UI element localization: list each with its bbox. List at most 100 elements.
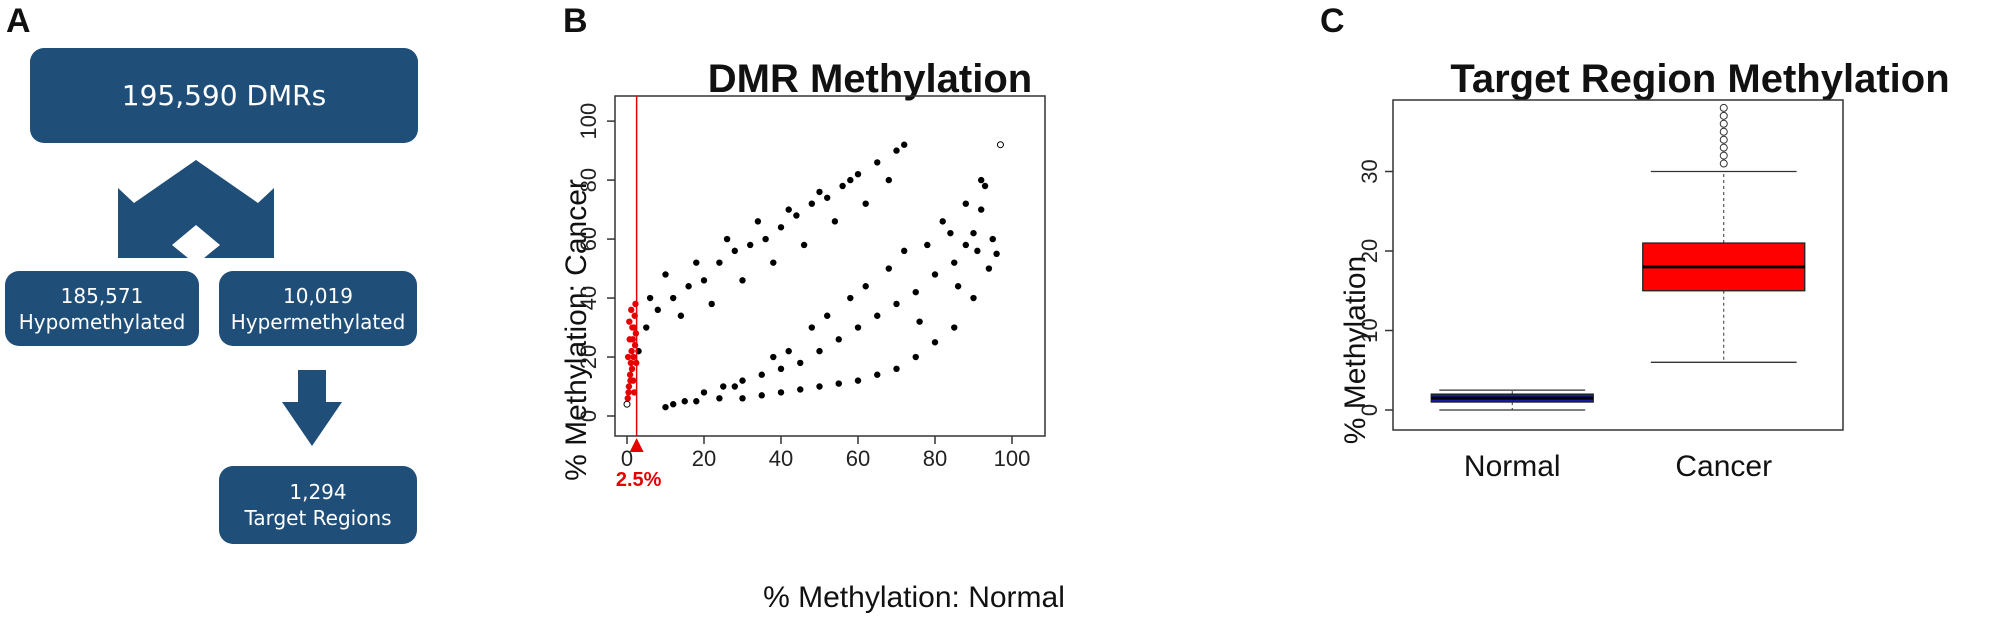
boxplot-ylabel: % Methylation xyxy=(1339,256,1372,444)
scatter-point xyxy=(847,176,854,184)
scatter-point xyxy=(824,312,831,319)
category-label: Normal xyxy=(1464,450,1561,483)
scatter-point xyxy=(629,377,637,384)
scatter-point xyxy=(739,377,746,384)
scatter-point xyxy=(716,395,723,402)
total-dmrs-box: 195,590 DMRs xyxy=(30,48,418,143)
y-tick-label: 60 xyxy=(576,227,601,251)
scatter-point xyxy=(874,312,881,319)
scatter-point xyxy=(770,353,777,361)
scatter-point xyxy=(670,401,677,408)
scatter-point xyxy=(762,235,769,243)
scatter-point xyxy=(777,224,785,231)
scatter-point xyxy=(797,386,804,393)
boxplot-frame xyxy=(1392,99,1844,431)
scatter-point xyxy=(912,353,919,361)
scatter-point xyxy=(700,389,708,396)
x-tick-label: 20 xyxy=(692,446,716,471)
scatter-point xyxy=(989,235,996,243)
target-regions-count: 1,294 xyxy=(289,480,347,504)
scatter-point xyxy=(885,176,892,184)
scatter-point xyxy=(939,218,946,225)
split-arrow-right-icon xyxy=(160,160,274,258)
flowchart-arrows xyxy=(118,160,342,446)
scatter-xlabel: % Methylation: Normal xyxy=(763,581,1065,614)
scatter-point xyxy=(862,200,869,207)
scatter-point xyxy=(632,330,640,337)
y-tick-label: 0 xyxy=(1357,404,1382,416)
scatter-point xyxy=(677,312,685,319)
outlier-point xyxy=(1719,135,1728,144)
scatter-point xyxy=(970,229,977,237)
threshold-arrow-icon xyxy=(629,438,644,452)
scatter-point xyxy=(625,383,633,390)
scatter-point xyxy=(758,392,765,399)
scatter-point xyxy=(874,159,881,166)
scatter-point xyxy=(970,294,977,302)
y-tick-label: 80 xyxy=(576,168,601,192)
target-regions-label: Target Regions xyxy=(244,506,392,530)
scatter-point xyxy=(747,241,754,249)
scatter-point xyxy=(862,283,869,290)
scatter-point xyxy=(758,371,765,378)
scatter-point xyxy=(723,235,731,243)
scatter-point xyxy=(623,400,631,408)
scatter-point xyxy=(643,324,650,331)
x-tick-label: 40 xyxy=(769,446,793,471)
scatter-ylabel: % Methylation: Cancer xyxy=(560,179,593,481)
scatter-point xyxy=(693,398,700,405)
panel-letter-c: C xyxy=(1320,2,1345,40)
threshold-label: 2.5% xyxy=(616,469,662,491)
x-tick-label: 100 xyxy=(994,446,1031,471)
boxplot-boxes xyxy=(1430,103,1806,411)
scatter-x-ticks: 0 20 40 60 80 100 xyxy=(621,436,1030,471)
scatter-y-ticks: 0 20 40 60 80 100 xyxy=(576,103,615,422)
outlier-point xyxy=(1719,159,1728,168)
scatter-point xyxy=(874,371,881,378)
scatter-point xyxy=(954,283,962,290)
scatter-point xyxy=(816,188,823,196)
scatter-point xyxy=(662,403,669,411)
hypomethylated-label: Hypomethylated xyxy=(18,309,186,334)
scatter-point xyxy=(893,300,900,308)
scatter-point xyxy=(624,395,631,402)
scatter-point xyxy=(839,182,846,190)
scatter-point xyxy=(700,277,708,284)
scatter-point xyxy=(754,218,762,225)
scatter-point xyxy=(626,318,633,325)
scatter-point xyxy=(716,259,723,266)
scatter-point xyxy=(793,212,800,219)
scatter-point xyxy=(632,300,639,308)
y-tick-label: 40 xyxy=(576,286,601,310)
scatter-point xyxy=(808,200,815,207)
scatter-point xyxy=(777,365,785,373)
scatter-point xyxy=(835,380,842,387)
scatter-point xyxy=(931,339,939,346)
outlier-point xyxy=(1719,119,1728,128)
scatter-point xyxy=(670,294,677,302)
scatter-point xyxy=(777,389,785,396)
scatter-point xyxy=(785,347,792,355)
hypermethylated-count: 10,019 xyxy=(283,283,353,308)
scatter-point xyxy=(685,283,692,290)
scatter-point xyxy=(739,395,746,402)
scatter-point xyxy=(916,318,923,325)
scatter-point xyxy=(893,365,900,373)
hypomethylated-count: 185,571 xyxy=(60,283,144,308)
scatter-point xyxy=(628,365,636,373)
scatter-point xyxy=(624,353,632,361)
target-region-boxplot: Target Region Methylation % Methylation … xyxy=(1339,57,1950,483)
scatter-point xyxy=(951,324,958,331)
y-tick-label: 100 xyxy=(576,103,601,140)
scatter-point xyxy=(854,377,862,384)
scatter-point xyxy=(978,176,985,184)
scatter-point xyxy=(835,336,842,343)
outlier-point xyxy=(1719,127,1728,136)
scatter-point xyxy=(912,288,919,296)
scatter-point xyxy=(800,241,808,249)
scatter-point xyxy=(708,300,715,308)
scatter-point xyxy=(808,324,815,331)
x-tick-label: 0 xyxy=(621,446,633,471)
target-regions-box: 1,294 Target Regions xyxy=(219,466,417,544)
scatter-point xyxy=(951,259,958,266)
